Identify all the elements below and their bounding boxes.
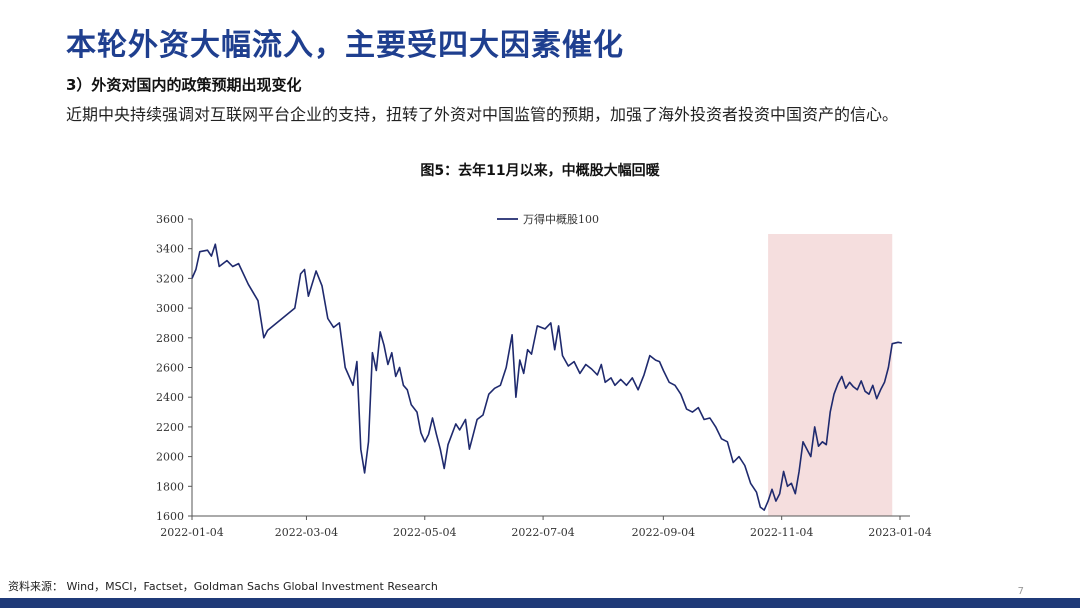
- y-tick-label: 3000: [156, 302, 184, 315]
- y-tick-label: 1600: [156, 510, 184, 523]
- y-tick-label: 3400: [156, 243, 184, 256]
- chart-title: 图5：去年11月以来，中概股大幅回暖: [420, 163, 660, 179]
- x-tick-label: 2022-01-04: [160, 526, 223, 539]
- y-tick-label: 1800: [156, 480, 184, 493]
- y-tick-label: 3600: [156, 213, 184, 226]
- page-number: 7: [1017, 586, 1024, 597]
- x-tick-label: 2022-07-04: [511, 526, 574, 539]
- legend-label: 万得中概股100: [523, 213, 599, 226]
- y-tick-label: 2200: [156, 421, 184, 434]
- x-tick-label: 2023-01-04: [868, 526, 931, 539]
- page-title: 本轮外资大幅流入，主要受四大因素催化: [66, 28, 624, 63]
- x-tick-label: 2022-11-04: [750, 526, 813, 539]
- footer-bar: [0, 598, 1080, 608]
- y-tick-label: 2000: [156, 451, 184, 464]
- y-tick-label: 2800: [156, 332, 184, 345]
- body-paragraph: 近期中央持续强调对互联网平台企业的支持，扭转了外资对中国监管的预期，加强了海外投…: [66, 105, 899, 124]
- line-chart: 1600 1800 2000 2200 2400 2600 2800 3000 3200 3400…: [156, 213, 932, 539]
- source-note: 资料来源： Wind，MSCI，Factset，Goldman Sachs Gl…: [8, 580, 438, 593]
- y-tick-label: 3200: [156, 272, 184, 285]
- series-line: [191, 243, 903, 511]
- y-tick-label: 2600: [156, 362, 184, 375]
- highlight-band: [768, 234, 893, 516]
- y-tick-label: 2400: [156, 391, 184, 404]
- x-tick-label: 2022-05-04: [393, 526, 456, 539]
- x-tick-label: 2022-09-04: [632, 526, 695, 539]
- section-heading: 3）外资对国内的政策预期出现变化: [66, 76, 302, 94]
- x-tick-label: 2022-03-04: [275, 526, 338, 539]
